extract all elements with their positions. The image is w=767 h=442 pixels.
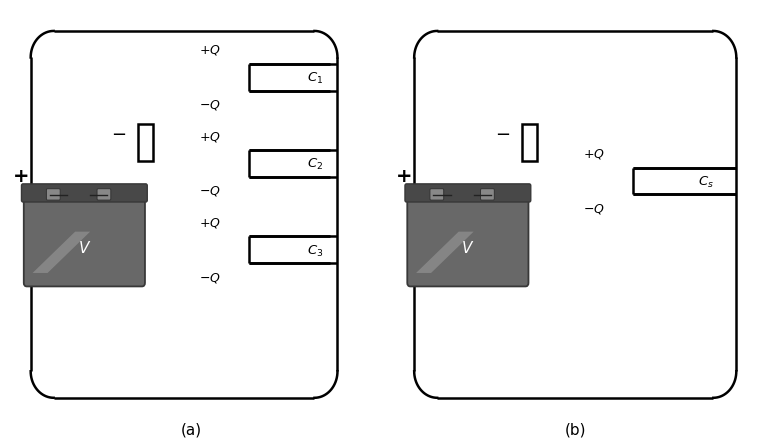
Polygon shape [416, 232, 473, 273]
Text: $C_{1}$: $C_{1}$ [307, 71, 323, 86]
Text: +: + [13, 168, 29, 186]
Text: $+Q$: $+Q$ [199, 43, 221, 57]
FancyBboxPatch shape [407, 197, 528, 286]
Polygon shape [32, 232, 91, 273]
Text: −: − [495, 126, 510, 144]
Text: $+Q$: $+Q$ [199, 130, 221, 144]
Text: +: + [397, 168, 413, 186]
FancyBboxPatch shape [24, 197, 145, 286]
Text: $V$: $V$ [77, 240, 91, 256]
Text: $C_{2}$: $C_{2}$ [307, 157, 323, 172]
Text: $C_{3}$: $C_{3}$ [307, 244, 323, 259]
FancyBboxPatch shape [97, 189, 110, 200]
Text: $-Q$: $-Q$ [199, 98, 221, 112]
Bar [138, 124, 153, 161]
FancyBboxPatch shape [480, 189, 494, 200]
Text: $-Q$: $-Q$ [583, 202, 604, 216]
FancyBboxPatch shape [405, 184, 531, 202]
Bar [522, 124, 537, 161]
FancyBboxPatch shape [21, 184, 147, 202]
Text: $-Q$: $-Q$ [199, 271, 221, 285]
Text: $+Q$: $+Q$ [583, 147, 604, 161]
Text: $+Q$: $+Q$ [199, 216, 221, 230]
Text: $C_{s}$: $C_{s}$ [698, 175, 714, 190]
FancyBboxPatch shape [430, 189, 443, 200]
Text: (b): (b) [565, 423, 586, 438]
Text: $-Q$: $-Q$ [199, 184, 221, 198]
Text: $V$: $V$ [461, 240, 475, 256]
Text: −: − [111, 126, 127, 144]
Text: (a): (a) [181, 423, 202, 438]
FancyBboxPatch shape [46, 189, 60, 200]
